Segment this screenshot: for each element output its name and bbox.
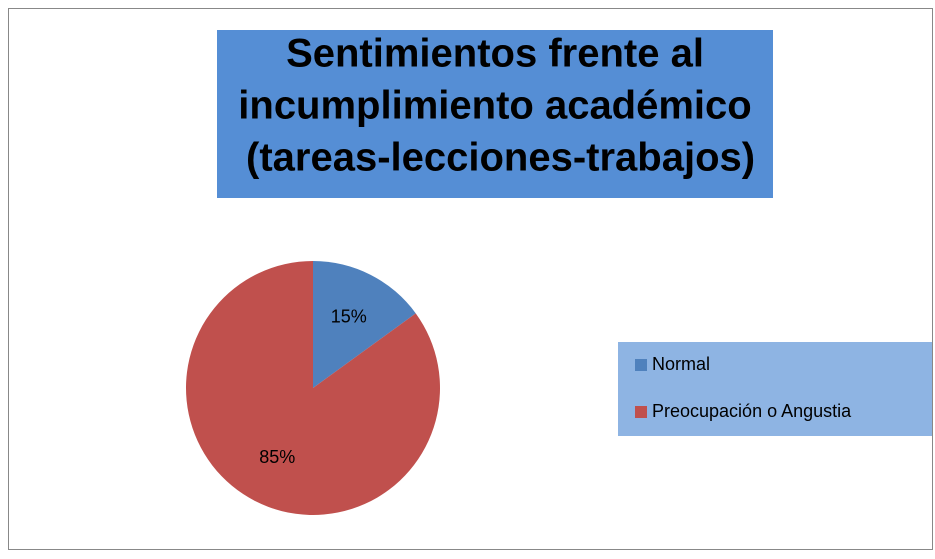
legend-swatch (635, 406, 647, 418)
title-box (217, 30, 773, 198)
legend-label: Preocupación o Angustia (652, 401, 852, 421)
pie-slice (313, 261, 416, 388)
chart-title: Sentimientos frente al (286, 32, 704, 76)
data-label: 85% (259, 447, 295, 467)
legend-label: Normal (652, 354, 710, 374)
legend-box (618, 342, 932, 436)
legend-swatch (635, 359, 647, 371)
chart-title: incumplimiento académico (238, 84, 751, 128)
chart-title: (tareas-lecciones-trabajos) (235, 136, 755, 180)
data-label: 15% (331, 307, 367, 327)
pie-slice (185, 261, 440, 515)
